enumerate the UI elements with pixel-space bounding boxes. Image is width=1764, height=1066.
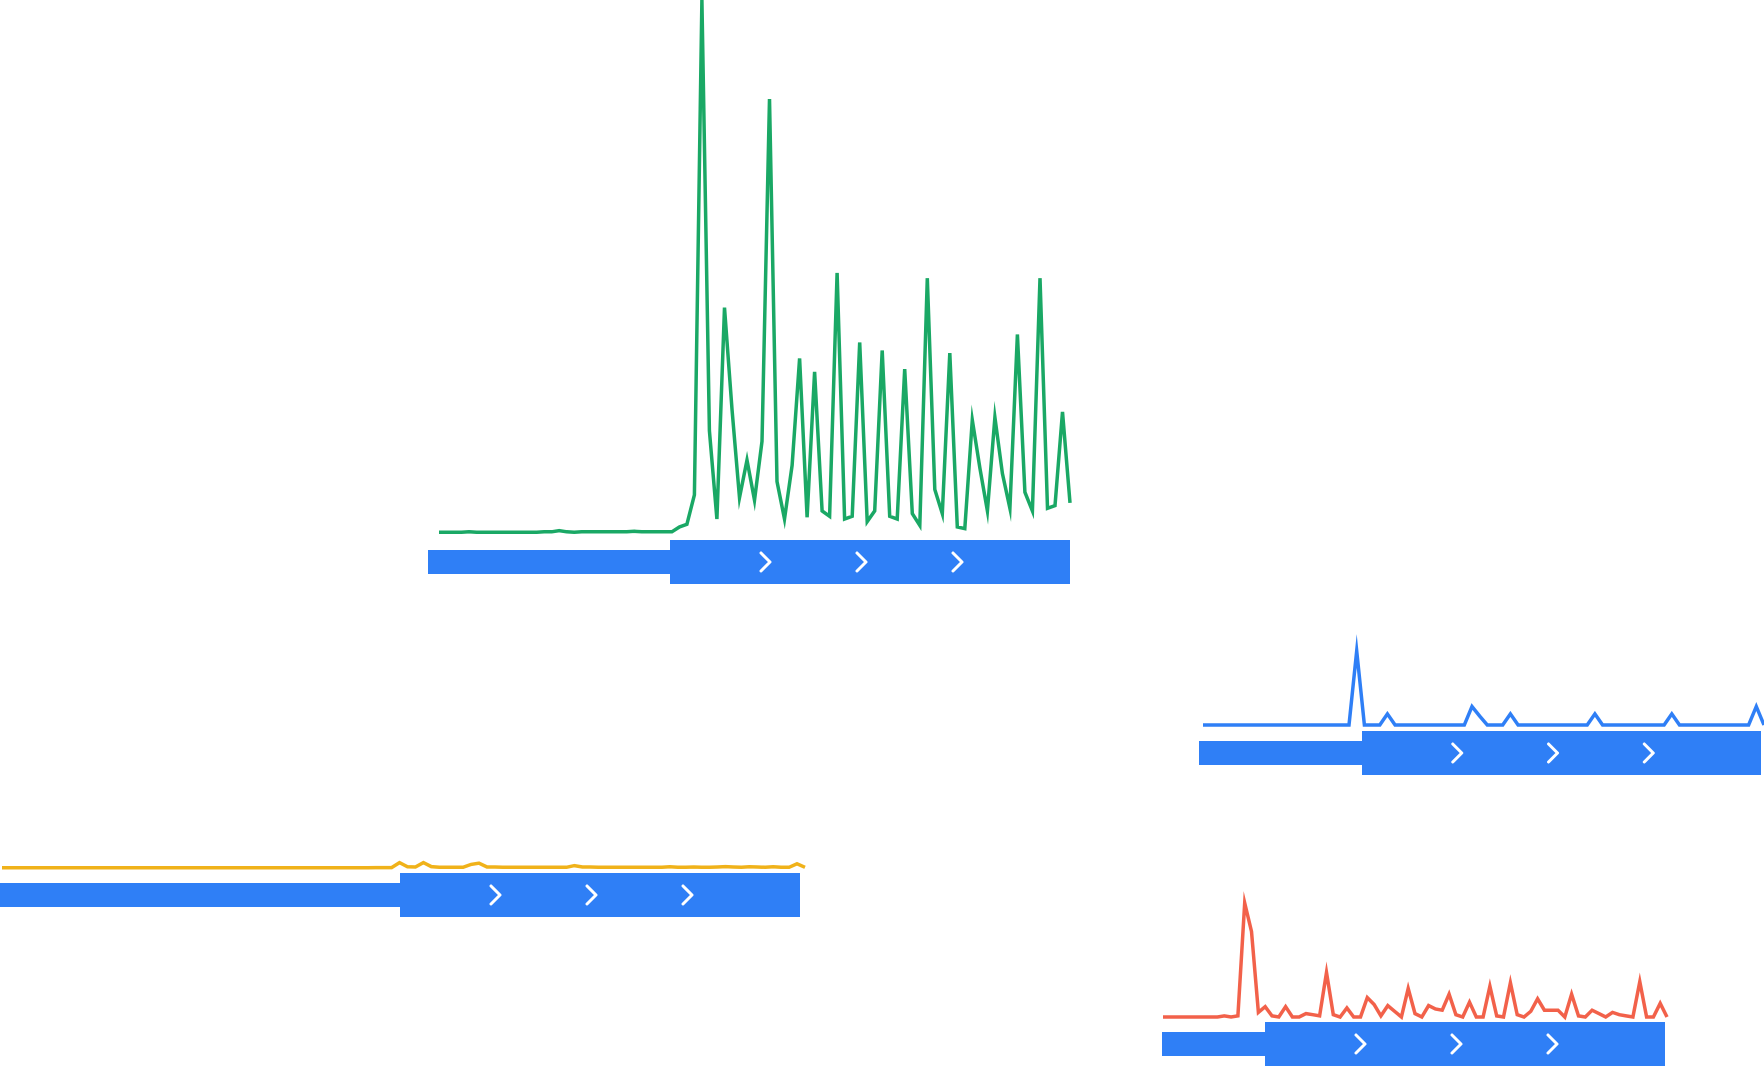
chevron-right-icon <box>855 551 868 573</box>
chart-panel-3 <box>0 860 806 917</box>
chevron-right-icon <box>585 884 598 906</box>
chart-panel-4 <box>1162 891 1669 1066</box>
chevron-right-icon <box>1451 742 1464 764</box>
timeline-phase-active <box>1265 1022 1665 1066</box>
chevron-right-icon <box>1546 1033 1559 1055</box>
chevron-right-icon <box>1642 742 1655 764</box>
chart-panel-1 <box>428 0 1072 584</box>
series-line <box>1163 891 1669 1021</box>
timeline-phase-baseline <box>1162 1032 1265 1056</box>
chevron-right-icon <box>1450 1033 1463 1055</box>
chevron-right-icon <box>759 551 772 573</box>
series-line <box>1203 634 1764 727</box>
timeline-phase-active <box>670 540 1070 584</box>
chevron-right-icon <box>681 884 694 906</box>
timeline-phase-baseline <box>1199 741 1362 765</box>
chart-panel-2 <box>1199 634 1764 775</box>
timeline-phase-active <box>400 873 800 917</box>
series-line <box>2 860 806 870</box>
timeline-phase-baseline <box>428 550 670 574</box>
series-line <box>439 0 1072 535</box>
timeline-phase-active <box>1362 731 1761 775</box>
chevron-right-icon <box>951 551 964 573</box>
timeline-phase-baseline <box>0 883 400 907</box>
chevron-right-icon <box>1547 742 1560 764</box>
chevron-right-icon <box>1354 1033 1367 1055</box>
chevron-right-icon <box>489 884 502 906</box>
